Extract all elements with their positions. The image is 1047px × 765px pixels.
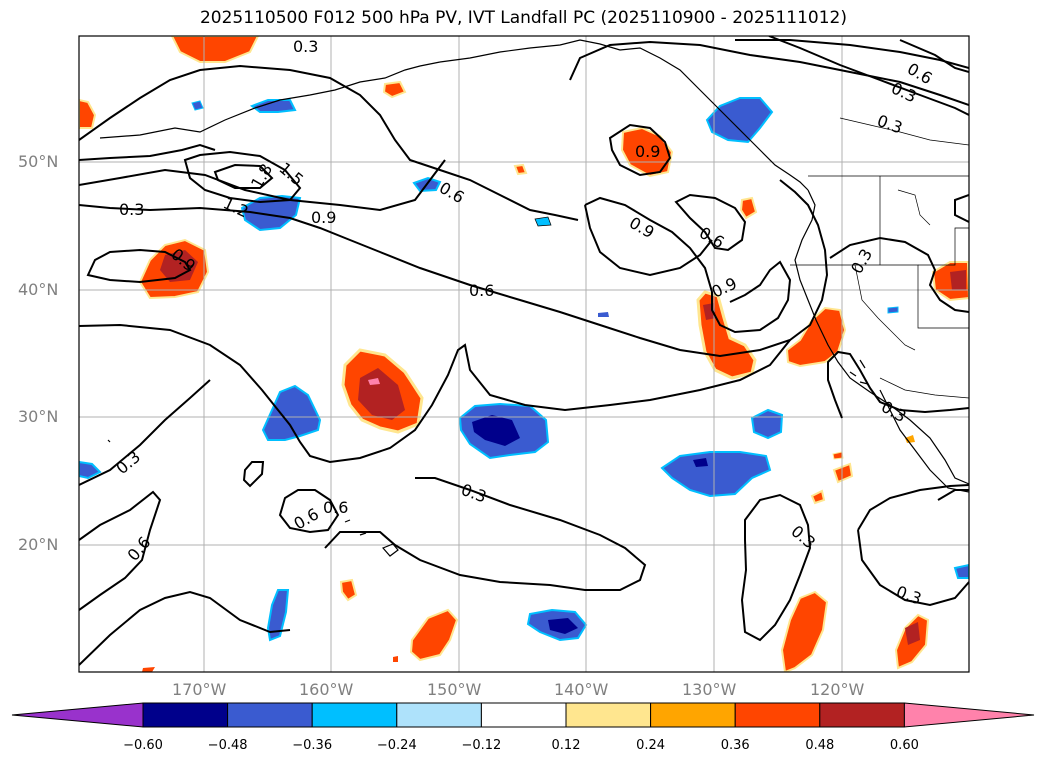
colorbar-bin — [565, 702, 652, 728]
lat-label: 20°N — [18, 535, 59, 554]
map-title: 2025110500 F012 500 hPa PV, IVT Landfall… — [199, 8, 847, 28]
colorbar-tick: −0.48 — [207, 738, 248, 753]
colorbar-under — [11, 702, 144, 728]
colorbar-bin — [142, 702, 229, 728]
contour-label: 0.3 — [119, 200, 144, 219]
colorbar-tick: 0.36 — [720, 738, 750, 753]
colorbar-bin — [227, 702, 313, 728]
colorbar-bin — [734, 702, 821, 728]
graticule — [79, 36, 969, 672]
colorbar-tick: −0.12 — [461, 738, 502, 753]
contour-label: 0.9 — [635, 142, 660, 161]
colorbar-bin — [650, 702, 736, 728]
map-frame — [78, 35, 970, 673]
colorbar-bin — [396, 702, 482, 728]
lon-label: 160°W — [299, 680, 354, 699]
colorbar-tick: 0.60 — [889, 738, 919, 753]
colorbar-bin — [311, 702, 398, 728]
contour-label: 0.9 — [311, 208, 336, 227]
colorbar-tick: −0.60 — [123, 738, 163, 753]
lon-label: 120°W — [810, 680, 865, 699]
colorbar — [11, 702, 1035, 728]
colorbar-tick: −0.36 — [292, 738, 333, 753]
colorbar-bin — [819, 702, 905, 728]
colorbar-tick: 0.12 — [551, 738, 581, 753]
positive-pv-blobs — [79, 36, 969, 672]
borders — [790, 117, 969, 399]
contour-label: 0.3 — [293, 37, 318, 56]
shaded-field: 0.3 0.6 0.3 0.3 0.9 1.5 1.8 1.2 0.9 0.6 … — [79, 36, 969, 672]
colorbar-bin — [480, 702, 567, 728]
lon-label: 130°W — [682, 680, 737, 699]
lat-label: 30°N — [18, 407, 59, 426]
lon-label: 140°W — [554, 680, 609, 699]
lat-label: 40°N — [18, 280, 59, 299]
lon-label: 150°W — [427, 680, 482, 699]
colorbar-tick: −0.24 — [376, 738, 417, 753]
contour-label: 0.6 — [469, 281, 494, 300]
colorbar-over — [903, 702, 1035, 728]
coastlines — [99, 39, 969, 557]
colorbar-tick: 0.24 — [636, 738, 666, 753]
colorbar-tick: 0.48 — [805, 738, 835, 753]
contour-label: 0.6 — [323, 498, 348, 517]
lat-label: 50°N — [18, 152, 59, 171]
lon-label: 170°W — [172, 680, 227, 699]
pv-contours — [79, 36, 969, 666]
